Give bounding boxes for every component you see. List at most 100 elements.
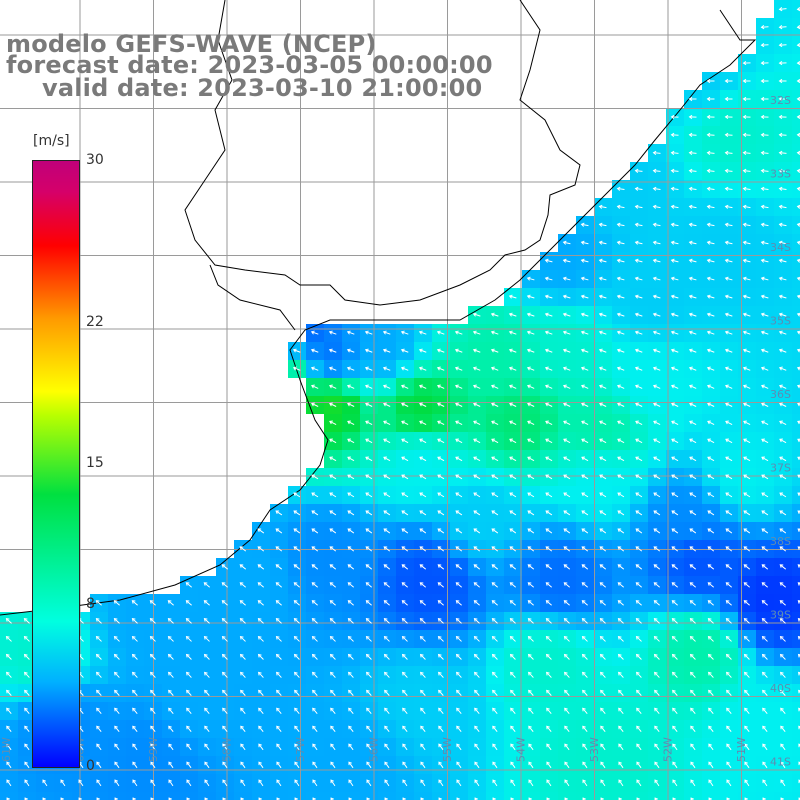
wind-arrow [545, 420, 553, 426]
wind-arrow [670, 186, 679, 191]
wind-arrow [726, 725, 732, 733]
wind-arrow [113, 618, 120, 624]
wind-arrow [527, 653, 534, 660]
wind-arrow [455, 635, 462, 642]
wind-speed-cell [792, 702, 800, 720]
wind-arrow [760, 168, 769, 173]
wind-arrow [167, 618, 174, 624]
wind-arrow [455, 528, 463, 534]
wind-arrow [778, 78, 787, 84]
wind-arrow [275, 600, 282, 606]
wind-arrow [778, 42, 787, 48]
wind-speed-cell [792, 270, 800, 288]
wind-arrow [725, 528, 733, 534]
wind-arrow [688, 312, 697, 317]
wind-arrow [455, 600, 462, 606]
wind-arrow [526, 276, 535, 281]
wind-arrow [293, 528, 301, 534]
wind-arrow [600, 779, 606, 787]
wind-arrow [653, 528, 661, 534]
wind-arrow [527, 474, 535, 480]
wind-arrow [508, 384, 517, 389]
lat-label: 41S [770, 756, 791, 769]
wind-arrow [78, 779, 84, 787]
wind-arrow [401, 546, 409, 552]
wind-arrow [6, 743, 12, 751]
wind-speed-cell [540, 792, 558, 800]
wind-arrow [724, 258, 733, 263]
wind-arrow [616, 384, 625, 389]
wind-arrow [365, 546, 373, 552]
wind-arrow [778, 312, 787, 317]
coastline [0, 0, 757, 616]
wind-speed-cell [792, 450, 800, 468]
wind-arrow [329, 528, 337, 534]
wind-arrow [761, 420, 769, 426]
wind-arrow [330, 779, 336, 787]
wind-arrow [562, 294, 571, 299]
wind-arrow [95, 653, 102, 660]
wind-arrow [436, 348, 445, 353]
wind-arrow [222, 779, 228, 787]
wind-arrow [275, 510, 283, 516]
wind-arrow [113, 600, 120, 606]
wind-arrow [365, 510, 373, 516]
wind-arrow [454, 330, 463, 335]
wind-arrow [726, 671, 732, 678]
wind-arrow [310, 366, 319, 371]
wind-arrow [706, 204, 715, 209]
wind-arrow [599, 456, 607, 462]
wind-arrow [276, 743, 282, 751]
wind-arrow [598, 384, 607, 389]
wind-arrow [563, 456, 571, 462]
wind-arrow [329, 438, 337, 444]
wind-arrow [330, 797, 335, 800]
wind-arrow [383, 600, 390, 606]
wind-arrow [473, 420, 481, 426]
wind-speed-cell [792, 630, 800, 648]
wind-arrow [473, 582, 481, 588]
wind-arrow [562, 312, 571, 317]
wind-arrow [311, 546, 319, 552]
wind-arrow [797, 528, 800, 532]
wind-arrow [617, 510, 625, 516]
wind-arrow [635, 492, 643, 498]
wind-arrow [726, 689, 732, 696]
wind-arrow [780, 743, 786, 751]
wind-arrow [204, 671, 210, 678]
wind-arrow [690, 725, 696, 733]
wind-arrow [239, 618, 246, 624]
wind-arrow [598, 330, 607, 335]
wind-arrow [294, 689, 300, 696]
wind-arrow [545, 618, 552, 624]
wind-arrow [168, 707, 174, 714]
wind-arrow [528, 725, 534, 733]
wind-arrow [707, 582, 715, 588]
wind-arrow [617, 474, 625, 480]
wind-arrow [293, 492, 301, 498]
lon-label: 55W [441, 737, 454, 762]
wind-arrow [276, 779, 282, 787]
wind-speed-cell [270, 792, 288, 800]
wind-arrow [743, 492, 751, 498]
wind-arrow [652, 204, 661, 209]
wind-arrow [725, 653, 732, 660]
wind-arrow [797, 635, 800, 640]
wind-arrow [779, 564, 787, 570]
wind-arrow [779, 492, 787, 498]
wind-arrow [293, 635, 300, 642]
wind-arrow [347, 510, 355, 516]
wind-arrow [96, 761, 102, 769]
wind-arrow [401, 653, 408, 660]
wind-arrow [240, 725, 246, 733]
wind-arrow [546, 707, 552, 714]
colorbar [32, 160, 80, 768]
wind-arrow [420, 779, 426, 787]
wind-arrow [742, 276, 751, 281]
wind-arrow [347, 474, 355, 480]
wind-arrow [510, 797, 515, 800]
wind-arrow [473, 438, 481, 444]
wind-arrow [347, 528, 355, 534]
wind-speed-cell [72, 792, 90, 800]
